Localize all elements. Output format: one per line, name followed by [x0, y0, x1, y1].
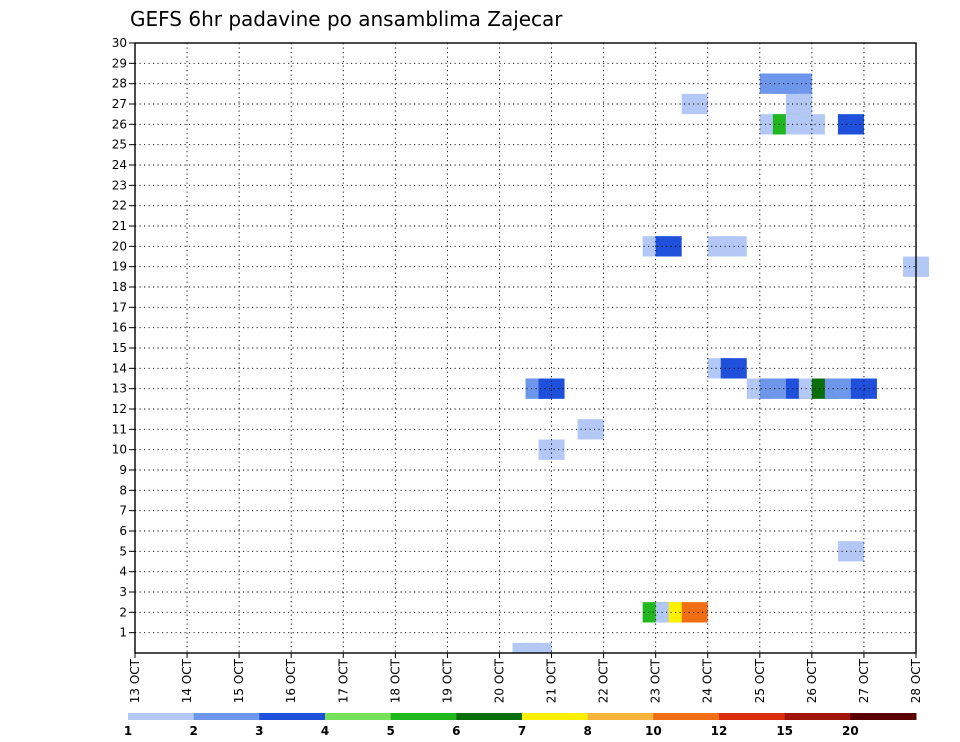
precip-cell: [525, 642, 552, 653]
precip-cell: [759, 378, 786, 399]
x-tick-label: 27 OCT: [857, 658, 871, 703]
x-tick-label: 25 OCT: [753, 658, 767, 703]
precip-cell: [538, 378, 565, 399]
y-tick-label: 23: [112, 178, 127, 192]
colorbar-label: 5: [386, 724, 394, 738]
x-tick-label: 21 OCT: [545, 658, 559, 703]
colorbar-label: 15: [776, 724, 793, 738]
y-tick-label: 10: [112, 443, 127, 457]
y-tick-label: 25: [112, 138, 127, 152]
y-tick-label: 4: [119, 565, 127, 579]
x-tick-label: 15 OCT: [232, 658, 246, 703]
colorbar-label: 8: [583, 724, 591, 738]
colorbar: 1 2 3 4 5 6 7 8 10 12 15 20: [124, 713, 917, 738]
y-tick-label: 1: [119, 626, 127, 640]
colorbar-label: 4: [321, 724, 329, 738]
precip-cell: [785, 73, 812, 94]
y-tick-label: 29: [112, 56, 127, 70]
y-tick-label: 3: [119, 585, 127, 599]
precip-cells: [512, 73, 930, 653]
x-tick-label: 18 OCT: [388, 658, 402, 703]
y-tick-label: 30: [112, 36, 127, 50]
colorbar-label: 2: [189, 724, 197, 738]
colorbar-label: 1: [124, 724, 132, 738]
y-tick-label: 19: [112, 260, 127, 274]
colorbar-segment: [587, 713, 654, 720]
x-tick-label: 13 OCT: [128, 658, 142, 703]
colorbar-segment: [653, 713, 720, 720]
y-tick-label: 11: [112, 422, 127, 436]
plot-frame: [134, 42, 917, 654]
colorbar-label: 3: [255, 724, 263, 738]
y-tick-label: 13: [112, 382, 127, 396]
precip-cell: [785, 93, 812, 115]
precip-cell: [538, 439, 565, 460]
colorbar-segment: [522, 713, 589, 720]
colorbar-segment: [128, 713, 195, 720]
y-tick-label: 9: [119, 463, 127, 477]
y-tick-label: 16: [112, 321, 127, 335]
y-tick-label: 15: [112, 341, 127, 355]
y-tick-label: 24: [112, 158, 127, 172]
colorbar-label: 7: [518, 724, 526, 738]
precip-cell: [850, 378, 877, 399]
colorbar-segment: [390, 713, 457, 720]
colorbar-label: 12: [711, 724, 728, 738]
colorbar-label: 10: [645, 724, 662, 738]
colorbar-segment: [850, 713, 917, 720]
x-tick-label: 19 OCT: [440, 658, 454, 703]
x-tick-label: 14 OCT: [180, 658, 194, 703]
y-tick-label: 17: [112, 300, 127, 314]
y-tick-label: 27: [112, 97, 127, 111]
x-axis: 13 OCT 14 OCT 15 OCT 16 OCT 17 OCT 18 OCT 19 O…: [128, 653, 923, 703]
y-tick-label: 26: [112, 117, 127, 131]
y-tick-label: 7: [119, 504, 127, 518]
colorbar-segment: [193, 713, 260, 720]
colorbar-segment: [325, 713, 392, 720]
x-tick-label: 16 OCT: [284, 658, 298, 703]
y-tick-label: 5: [119, 544, 127, 558]
y-tick-label: 18: [112, 280, 127, 294]
colorbar-segment: [259, 713, 326, 720]
y-tick-label: 12: [112, 402, 127, 416]
y-tick-label: 2: [119, 605, 127, 619]
colorbar-segment: [456, 713, 523, 720]
x-tick-label: 20 OCT: [492, 658, 506, 703]
precip-cell: [655, 236, 682, 257]
y-axis: 1234567891011121314151617181920212223242…: [112, 36, 135, 640]
y-tick-label: 28: [112, 77, 127, 91]
y-tick-label: 21: [112, 219, 127, 233]
precip-cell: [681, 93, 708, 115]
y-tick-label: 20: [112, 239, 127, 253]
x-tick-label: 28 OCT: [909, 658, 923, 703]
chart-title: GEFS 6hr padavine po ansamblima Zajecar: [130, 7, 563, 31]
y-tick-label: 6: [119, 524, 127, 538]
colorbar-segment: [719, 713, 786, 720]
y-tick-label: 14: [112, 361, 127, 375]
colorbar-label: 6: [452, 724, 460, 738]
y-tick-label: 8: [119, 483, 127, 497]
precip-cell: [681, 602, 708, 623]
x-tick-label: 26 OCT: [805, 658, 819, 703]
colorbar-label: 20: [842, 724, 859, 738]
colorbar-segment: [784, 713, 851, 720]
x-tick-label: 23 OCT: [649, 658, 663, 703]
x-tick-label: 17 OCT: [336, 658, 350, 703]
y-tick-label: 22: [112, 199, 127, 213]
x-tick-label: 22 OCT: [597, 658, 611, 703]
x-tick-label: 24 OCT: [701, 658, 715, 703]
